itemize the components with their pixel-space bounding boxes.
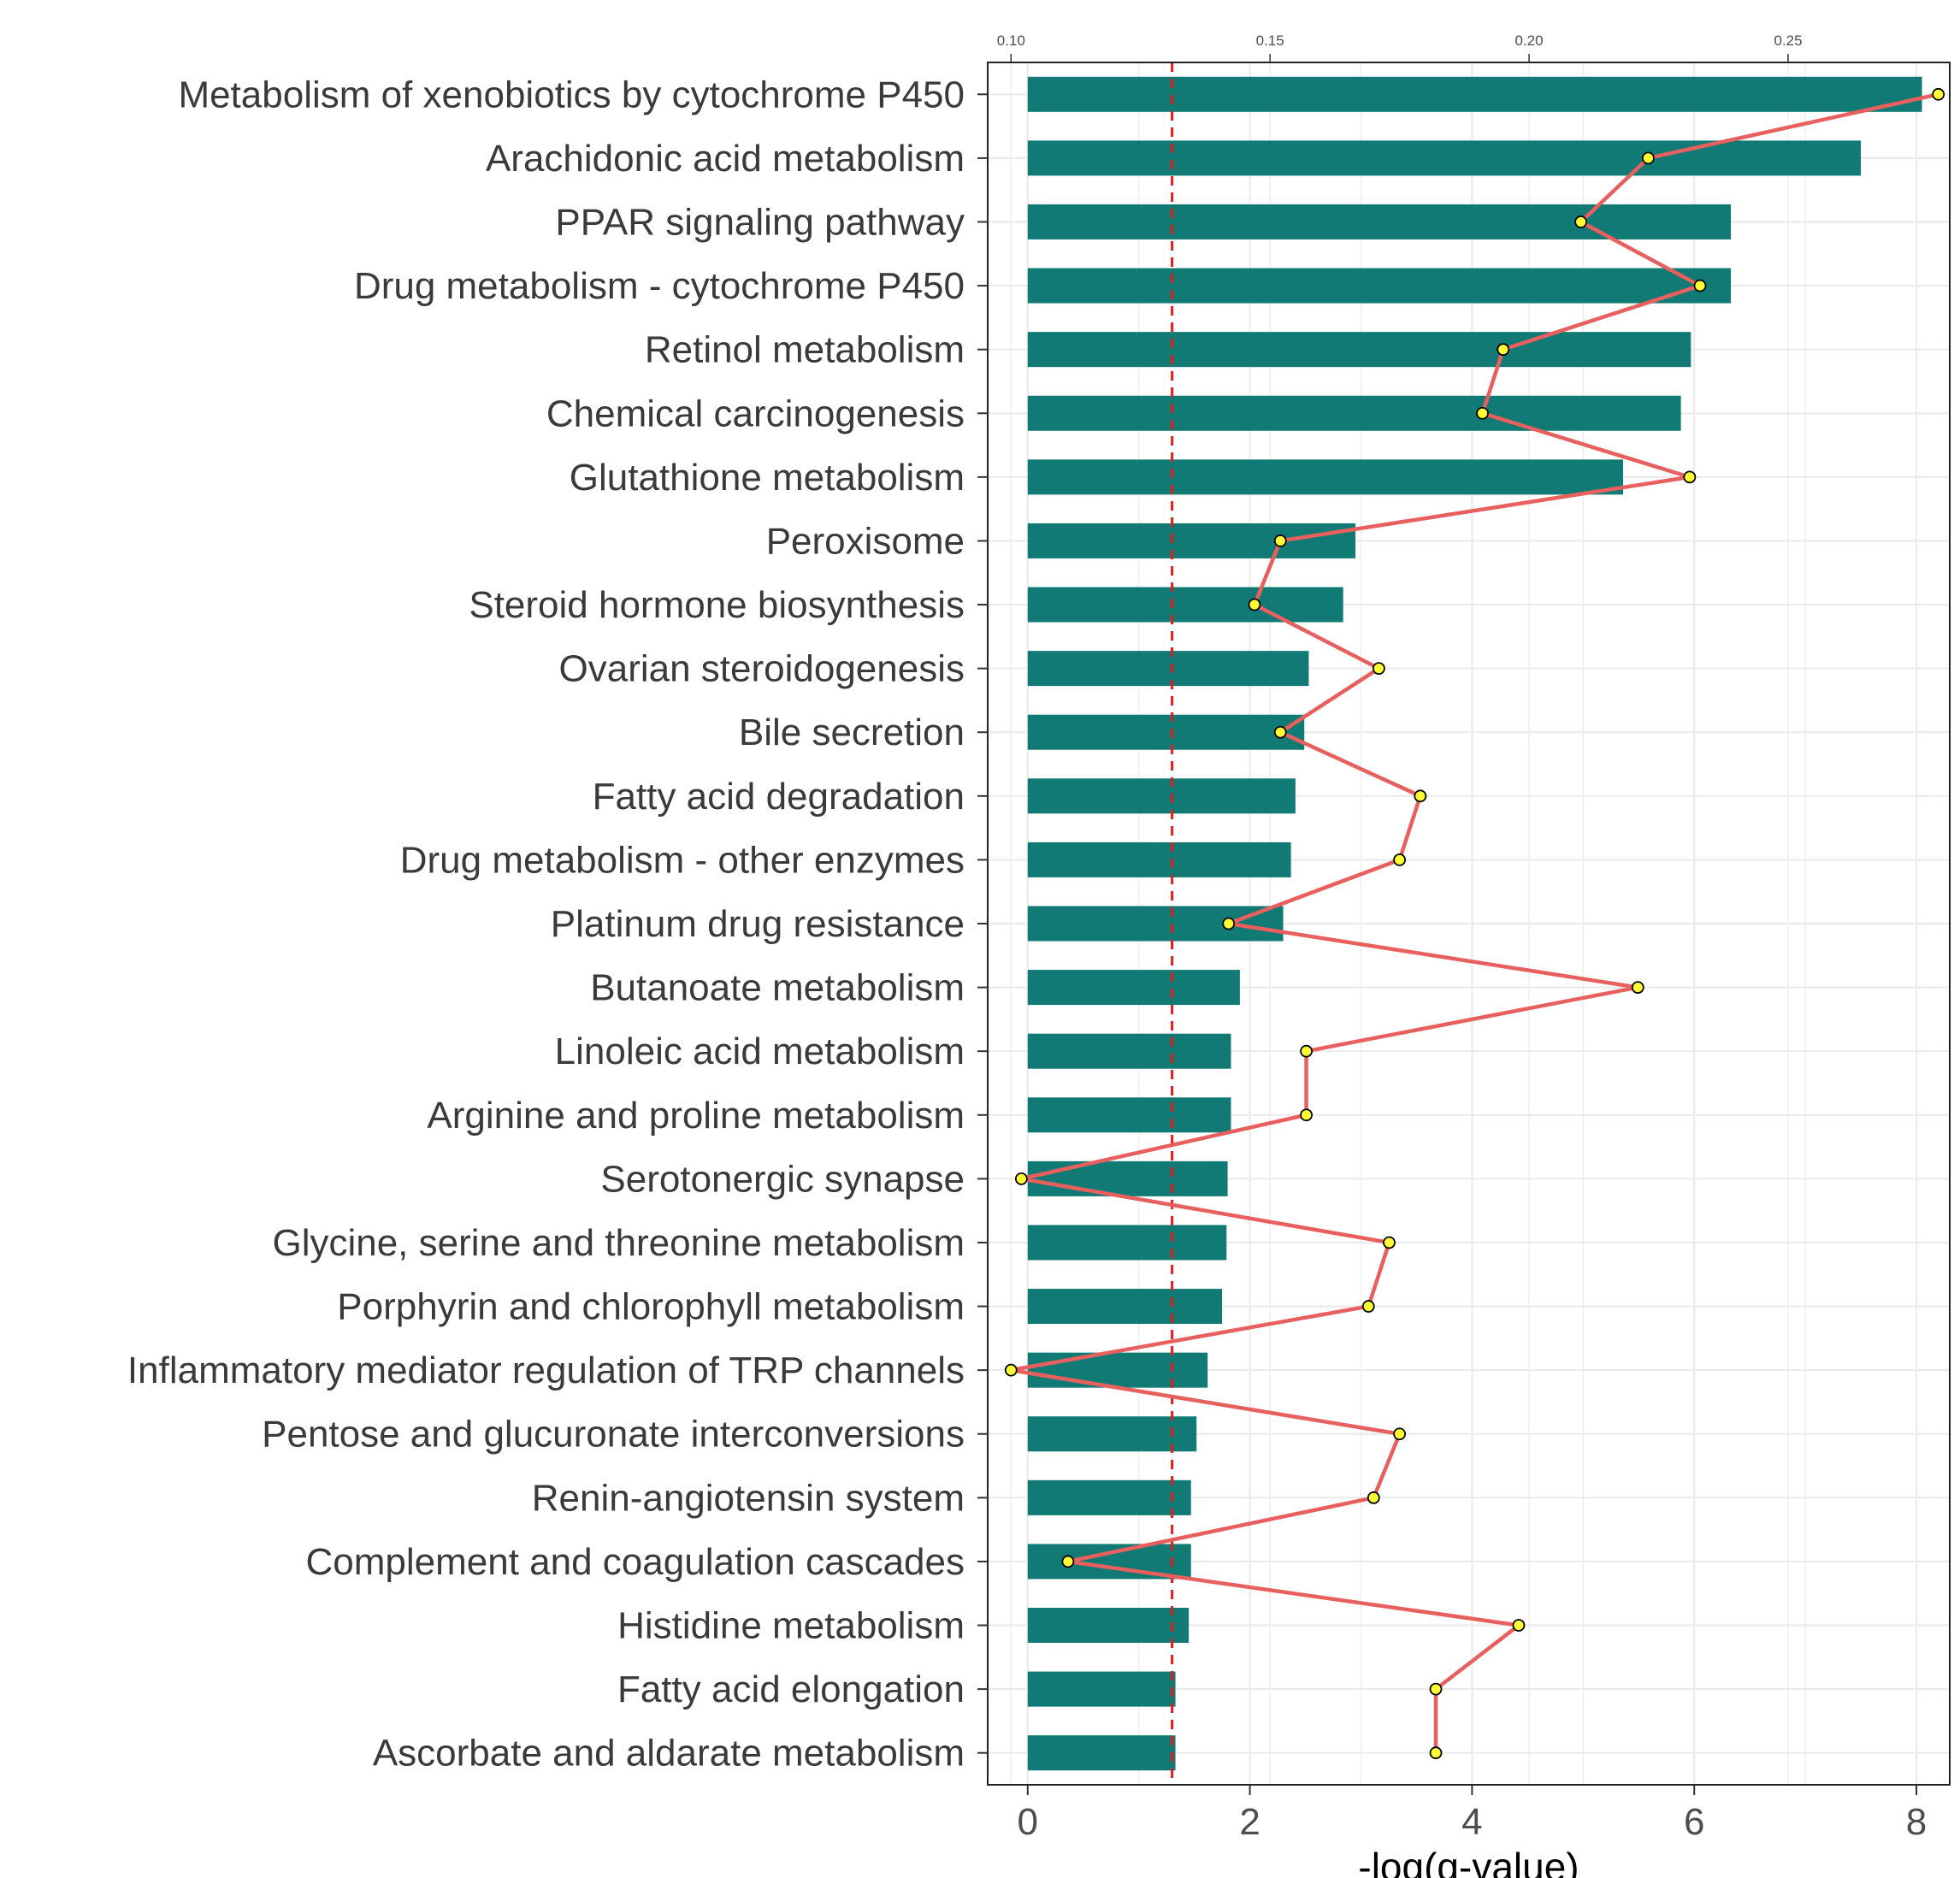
- q-value-point: [1512, 1619, 1526, 1632]
- category-label: Histidine metabolism: [617, 1605, 965, 1647]
- bar: [1027, 970, 1240, 1006]
- category-label: Drug metabolism - other enzymes: [400, 839, 965, 881]
- bar: [1027, 76, 1922, 112]
- q-value-point: [1932, 87, 1945, 101]
- q-value-point: [1383, 1236, 1396, 1249]
- bars: [1027, 76, 1922, 1771]
- bar: [1027, 1735, 1176, 1771]
- category-label: Pentose and glucuronate interconversions: [262, 1414, 965, 1456]
- category-label: Glutathione metabolism: [570, 457, 965, 499]
- q-value-point: [1642, 151, 1655, 165]
- category-label: Renin-angiotensin system: [532, 1477, 965, 1519]
- axis-ticks: [977, 54, 1918, 1795]
- q-value-point: [1631, 981, 1644, 994]
- q-value-point: [1273, 534, 1287, 547]
- q-value-point: [1476, 406, 1489, 420]
- bar: [1027, 1225, 1227, 1261]
- bar: [1027, 459, 1624, 495]
- bar: [1027, 140, 1862, 176]
- bar: [1027, 1671, 1176, 1707]
- q-value-point: [1273, 725, 1287, 739]
- top-tick-label: 0.10: [997, 32, 1025, 49]
- q-value-point: [1061, 1555, 1075, 1568]
- category-label: Chemical carcinogenesis: [546, 393, 965, 434]
- category-label: PPAR signaling pathway: [555, 201, 965, 243]
- q-value-point: [1683, 470, 1697, 484]
- bar: [1027, 906, 1284, 942]
- bar: [1027, 204, 1732, 239]
- q-value-point: [1372, 662, 1385, 676]
- category-label: Complement and coagulation cascades: [306, 1541, 965, 1583]
- bottom-axis-tick-labels: 0 2 4 6 8: [1018, 1801, 1928, 1843]
- bar: [1027, 332, 1691, 368]
- bar: [1027, 1289, 1223, 1325]
- bar: [1027, 523, 1355, 558]
- bar: [1027, 1097, 1231, 1133]
- q-value-points: [1004, 87, 1945, 1760]
- x-tick-label: 2: [1239, 1801, 1260, 1843]
- q-value-point: [1004, 1363, 1018, 1377]
- top-tick-label: 0.15: [1256, 32, 1284, 49]
- q-value-point: [1429, 1682, 1443, 1696]
- category-label: Ascorbate and aldarate metabolism: [373, 1733, 965, 1775]
- bar: [1027, 1033, 1231, 1069]
- category-label: Fatty acid degradation: [593, 776, 965, 818]
- top-tick-label: 0.25: [1774, 32, 1802, 49]
- bar: [1027, 842, 1291, 877]
- q-value-point: [1497, 343, 1510, 357]
- category-label: Bile secretion: [739, 712, 965, 753]
- bar: [1027, 1160, 1228, 1196]
- q-value-point: [1248, 598, 1261, 611]
- category-label: Ovarian steroidogenesis: [559, 648, 965, 690]
- category-label: Retinol metabolism: [645, 329, 965, 371]
- category-label: Peroxisome: [766, 520, 965, 562]
- q-value-point: [1361, 1300, 1375, 1313]
- category-label: Butanoate metabolism: [590, 967, 965, 1009]
- q-value-point: [1014, 1172, 1028, 1185]
- x-tick-label: 8: [1906, 1801, 1927, 1843]
- q-value-point: [1414, 789, 1427, 803]
- q-value-point: [1393, 853, 1407, 866]
- bar: [1027, 1416, 1197, 1452]
- bar: [1027, 1479, 1191, 1515]
- x-tick-label: 0: [1018, 1801, 1038, 1843]
- q-value-point: [1222, 917, 1236, 930]
- q-value-point: [1300, 1108, 1313, 1122]
- category-label: Platinum drug resistance: [551, 903, 965, 945]
- category-label: Steroid hormone biosynthesis: [469, 584, 965, 626]
- top-axis-tick-labels: 0.10 0.15 0.20 0.25: [997, 32, 1803, 49]
- q-value-point: [1693, 279, 1707, 292]
- bar: [1027, 778, 1296, 814]
- x-tick-label: 6: [1684, 1801, 1704, 1843]
- bar: [1027, 587, 1343, 623]
- category-label: Linoleic acid metabolism: [555, 1031, 965, 1072]
- q-value-point: [1429, 1746, 1443, 1760]
- category-label: Metabolism of xenobiotics by cytochrome …: [178, 74, 965, 115]
- category-label: Inflammatory mediator regulation of TRP …: [127, 1349, 965, 1391]
- top-tick-label: 0.20: [1515, 32, 1544, 49]
- x-tick-label: 4: [1461, 1801, 1482, 1843]
- x-axis-title: -log(q-value): [1358, 1845, 1579, 1878]
- category-labels: Metabolism of xenobiotics by cytochrome …: [127, 74, 965, 1774]
- category-label: Arachidonic acid metabolism: [486, 138, 965, 180]
- q-value-point: [1367, 1491, 1380, 1504]
- category-label: Serotonergic synapse: [600, 1158, 965, 1200]
- bar: [1027, 395, 1681, 431]
- category-label: Porphyrin and chlorophyll metabolism: [337, 1286, 965, 1328]
- bar: [1027, 651, 1309, 687]
- bar: [1027, 1608, 1190, 1644]
- bar: [1027, 714, 1305, 750]
- category-label: Arginine and proline metabolism: [427, 1095, 965, 1137]
- category-label: Fatty acid elongation: [617, 1668, 965, 1710]
- category-label: Drug metabolism - cytochrome P450: [354, 265, 965, 307]
- category-label: Glycine, serine and threonine metabolism: [272, 1222, 965, 1264]
- q-value-point: [1393, 1427, 1407, 1441]
- q-value-point: [1300, 1044, 1313, 1058]
- bar: [1027, 268, 1732, 304]
- q-value-point: [1574, 216, 1588, 228]
- bar: [1027, 1352, 1208, 1388]
